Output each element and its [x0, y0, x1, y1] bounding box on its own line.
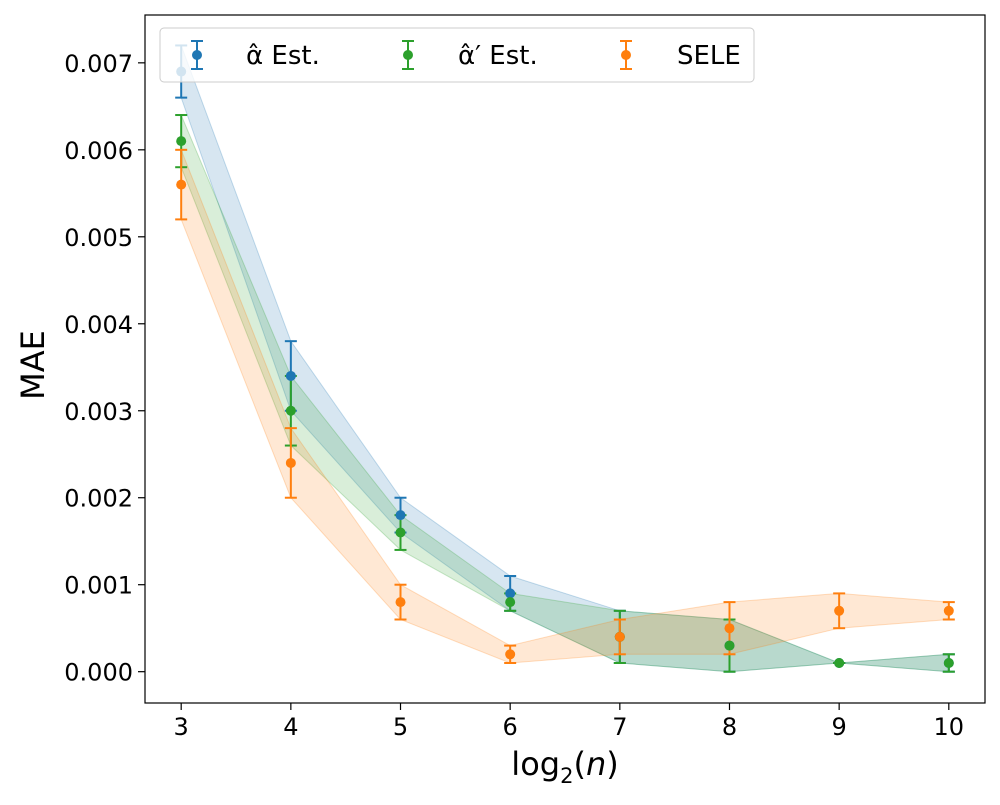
point-sele-6	[505, 649, 516, 660]
y-tick-label: 0.003	[64, 398, 133, 426]
data-points	[176, 66, 954, 668]
y-tick-label: 0.004	[64, 311, 133, 339]
point-alpha-hat-prime-10	[943, 657, 954, 668]
legend-entry-1: α̂′ Est.	[402, 40, 538, 71]
legend-box	[159, 27, 755, 83]
legend-entry-2: SELE	[620, 40, 741, 71]
point-sele-3	[176, 179, 187, 190]
point-alpha-hat-5	[395, 510, 406, 521]
legend: α̂ Est. α̂′ Est. SELE	[159, 27, 755, 83]
x-tick-label: 5	[393, 713, 408, 741]
x-tick-label: 7	[612, 713, 627, 741]
x-tick-label: 10	[934, 713, 965, 741]
point-alpha-hat-prime-3	[176, 136, 187, 147]
point-alpha-hat-prime-5	[395, 527, 406, 538]
plot-frame	[144, 14, 986, 704]
point-alpha-hat-prime-9	[834, 657, 845, 668]
y-tick-label: 0.007	[64, 50, 133, 78]
point-sele-7	[614, 631, 625, 642]
x-axis-label: log2(n)	[511, 745, 618, 788]
point-alpha-hat-prime-4	[285, 405, 296, 416]
y-axis-label: MAE	[14, 330, 52, 400]
point-alpha-hat-prime-6	[505, 597, 516, 608]
point-alpha-hat-prime-8	[724, 640, 735, 651]
y-tick-label: 0.001	[64, 572, 133, 600]
band-alpha-hat	[180, 45, 950, 673]
x-tick-label: 3	[174, 713, 189, 741]
x-tick-label: 6	[503, 713, 518, 741]
legend-marker	[621, 50, 631, 60]
point-sele-10	[943, 605, 954, 616]
y-tick-label: 0.005	[64, 224, 133, 252]
legend-marker	[403, 50, 413, 60]
point-sele-8	[724, 623, 735, 634]
point-sele-9	[834, 605, 845, 616]
x-axis: 3 4 5 6 7 8 9 10	[174, 703, 965, 741]
point-alpha-hat-6	[505, 588, 516, 599]
x-tick-label: 4	[283, 713, 298, 741]
legend-entry-0: α̂ Est.	[191, 40, 320, 71]
error-bands	[180, 45, 950, 673]
point-alpha-hat-4	[285, 370, 296, 381]
x-tick-label: 8	[722, 713, 737, 741]
legend-label: α̂ Est.	[246, 41, 320, 71]
y-tick-label: 0.002	[64, 485, 133, 513]
legend-marker	[192, 50, 202, 60]
point-sele-5	[395, 597, 406, 608]
legend-label: α̂′ Est.	[458, 41, 538, 71]
y-axis: 0.000 0.001 0.002 0.003 0.004 0.005 0.006 0.007	[64, 50, 145, 687]
y-tick-label: 0.000	[64, 659, 133, 687]
legend-label: SELE	[677, 41, 741, 71]
x-tick-label: 9	[832, 713, 847, 741]
y-tick-label: 0.006	[64, 137, 133, 165]
band-alpha-hat-prime	[180, 114, 950, 673]
point-sele-4	[285, 457, 296, 468]
